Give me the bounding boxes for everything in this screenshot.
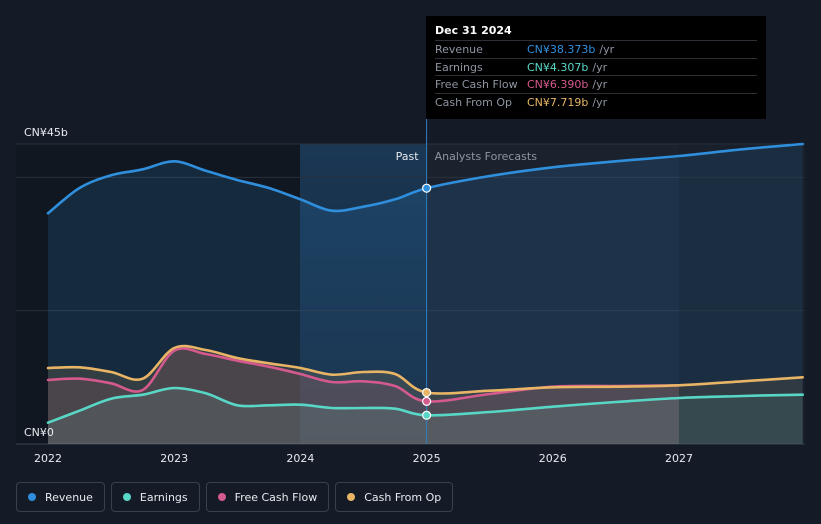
- legend-dot-icon: [122, 493, 131, 501]
- tooltip-row-free-cash-flow: Free Cash Flow CN¥6.390b /yr: [435, 76, 757, 94]
- legend-item-earnings[interactable]: Earnings: [110, 482, 200, 512]
- legend-item-free-cash-flow[interactable]: Free Cash Flow: [205, 482, 330, 512]
- data-tooltip: Dec 31 2024 Revenue CN¥38.373b /yr Earni…: [426, 16, 766, 119]
- series-line-revenue: [46, 142, 804, 215]
- y-axis-min-label: CN¥0: [24, 426, 54, 439]
- tooltip-value: CN¥7.719b: [527, 95, 589, 109]
- past-highlight-band: [300, 144, 427, 444]
- legend-label: Free Cash Flow: [234, 490, 318, 504]
- marker-cash-from-op: [422, 387, 432, 398]
- tooltip-unit: /yr: [599, 43, 615, 56]
- marker-earnings: [422, 410, 432, 420]
- tooltip-unit: /yr: [592, 95, 608, 109]
- tooltip-label: Cash From Op: [435, 95, 513, 109]
- tooltip-value: CN¥6.390b: [527, 78, 589, 91]
- legend-label: Cash From Op: [364, 490, 442, 504]
- tooltip-unit: /yr: [592, 78, 608, 91]
- tooltip-row-earnings: Earnings CN¥4.307b /yr: [435, 59, 757, 76]
- x-tick-label: 2024: [286, 452, 314, 465]
- series-line-earnings: [46, 386, 804, 424]
- x-tick-label: 2025: [413, 452, 441, 465]
- tooltip-date: Dec 31 2024: [435, 24, 757, 41]
- tooltip-label: Revenue: [435, 43, 483, 56]
- legend-dot-icon: [347, 493, 356, 501]
- forecast-label: Analysts Forecasts: [435, 150, 538, 163]
- tooltip-label: Earnings: [435, 60, 483, 74]
- series-area-free-cash-flow: [48, 348, 679, 444]
- marker-revenue: [422, 183, 432, 193]
- grid: [16, 143, 805, 445]
- tooltip-row-revenue: Revenue CN¥38.373b /yr: [435, 41, 757, 59]
- x-tick-label: 2027: [665, 452, 693, 465]
- tooltip-value: CN¥38.373b: [527, 43, 596, 56]
- legend-dot-icon: [217, 493, 226, 501]
- legend-item-cash-from-op[interactable]: Cash From Op: [335, 482, 454, 512]
- series-line-free-cash-flow: [46, 347, 681, 403]
- tooltip-label: Free Cash Flow: [435, 78, 518, 91]
- y-axis-max-label: CN¥45b: [24, 126, 68, 139]
- forecast-fade-band: [679, 144, 805, 444]
- x-tick-label: 2022: [34, 452, 62, 465]
- legend-item-revenue[interactable]: Revenue: [16, 482, 105, 512]
- series-area-revenue: [48, 144, 803, 444]
- legend-label: Revenue: [45, 490, 93, 504]
- x-tick-label: 2026: [539, 452, 567, 465]
- past-label: Past: [396, 150, 420, 163]
- past-background: [16, 144, 300, 444]
- legend: Revenue Earnings Free Cash Flow Cash Fro…: [16, 482, 454, 512]
- tooltip-unit: /yr: [592, 60, 608, 74]
- tooltip-row-cash-from-op: Cash From Op CN¥7.719b /yr: [435, 94, 757, 112]
- tooltip-value: CN¥4.307b: [527, 60, 589, 74]
- series-line-cash-from-op: [46, 344, 804, 395]
- legend-dot-icon: [28, 493, 36, 501]
- x-tick-label: 2023: [160, 452, 188, 465]
- marker-free-cash-flow: [422, 396, 432, 406]
- legend-label: Earnings: [139, 490, 188, 504]
